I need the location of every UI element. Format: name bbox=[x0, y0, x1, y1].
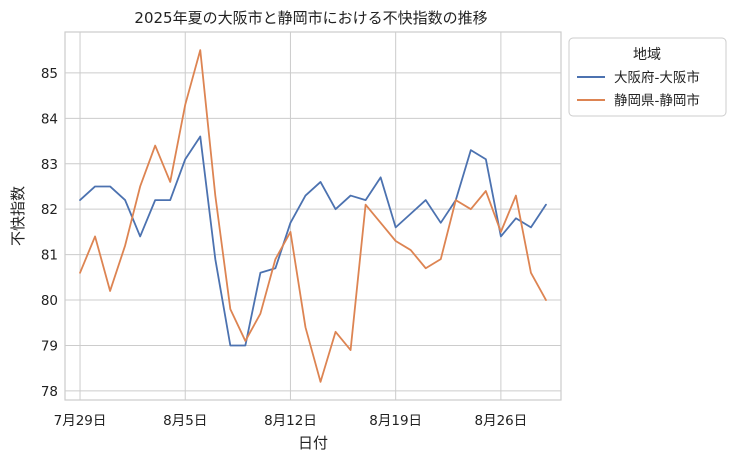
y-tick-label: 84 bbox=[41, 111, 58, 127]
series-line-osaka bbox=[79, 135, 547, 347]
series-lines bbox=[79, 49, 547, 383]
legend-title: 地域 bbox=[633, 47, 661, 63]
y-tick-label: 85 bbox=[41, 66, 58, 82]
y-tick-label: 80 bbox=[41, 293, 58, 309]
y-tick-label: 81 bbox=[41, 248, 58, 264]
y-tick-label: 82 bbox=[41, 202, 58, 218]
x-axis-ticks: 7月29日 8月5日 8月12日 8月19日 8月26日 bbox=[54, 413, 528, 429]
y-tick-label: 83 bbox=[41, 157, 58, 173]
legend-box bbox=[568, 37, 727, 117]
x-tick-label: 8月26日 bbox=[474, 413, 527, 429]
x-tick-label: 8月19日 bbox=[369, 413, 422, 429]
series-line-shizuoka bbox=[79, 49, 547, 383]
grid bbox=[65, 32, 561, 400]
y-tick-label: 79 bbox=[41, 338, 58, 354]
x-tick-label: 8月5日 bbox=[163, 413, 207, 429]
x-tick-label: 8月12日 bbox=[264, 413, 317, 429]
legend-entry-shizuoka: 静岡県-静岡市 bbox=[614, 92, 700, 109]
y-axis-ticks: 78 79 80 81 82 83 84 85 bbox=[41, 66, 58, 400]
legend-entry-osaka: 大阪府-大阪市 bbox=[614, 69, 700, 86]
plot-frame bbox=[64, 31, 562, 401]
x-axis-label: 日付 bbox=[298, 434, 328, 452]
legend: 地域 大阪府-大阪市 静岡県-静岡市 bbox=[568, 37, 727, 117]
y-tick-label: 78 bbox=[41, 384, 58, 400]
x-tick-label: 7月29日 bbox=[54, 413, 107, 429]
chart-title: 2025年夏の大阪市と静岡市における不快指数の推移 bbox=[134, 9, 487, 27]
y-axis-label: 不快指数 bbox=[9, 186, 27, 246]
